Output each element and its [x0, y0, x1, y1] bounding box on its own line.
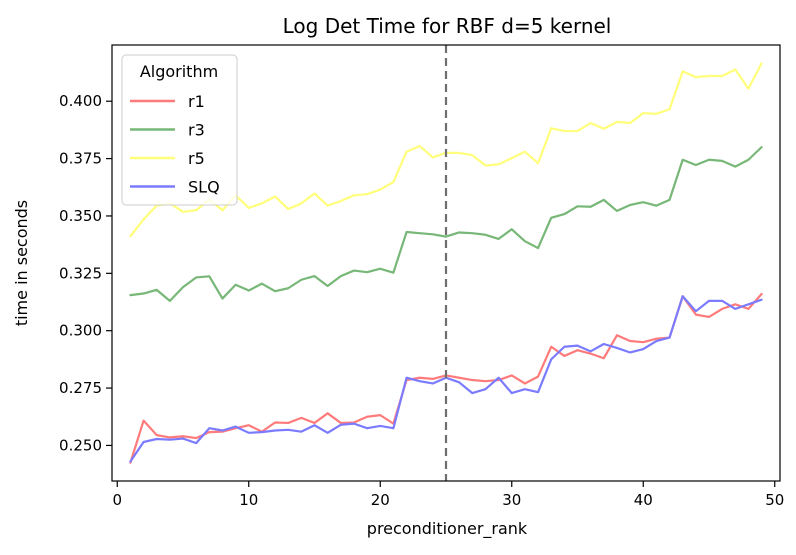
x-axis-label: preconditioner_rank [367, 519, 528, 539]
x-tick-label: 10 [239, 491, 258, 509]
y-tick-label: 0.250 [59, 436, 102, 454]
legend-label-r5: r5 [188, 149, 205, 168]
y-tick-label: 0.300 [59, 322, 102, 340]
legend-label-r1: r1 [188, 92, 205, 111]
plot-frame [111, 44, 781, 482]
y-tick-label: 0.375 [59, 150, 102, 168]
legend-label-slq: SLQ [188, 178, 220, 197]
y-axis-label: time in seconds [12, 200, 31, 326]
legend-title: Algorithm [140, 62, 218, 81]
legend-label-r3: r3 [188, 121, 205, 140]
y-axis-ticks: 0.250 0.275 0.300 0.325 0.350 0.375 0.400 [59, 92, 112, 454]
y-tick-label: 0.400 [59, 92, 102, 110]
x-tick-label: 30 [502, 491, 521, 509]
series-line-r3 [129, 146, 763, 302]
y-tick-label: 0.325 [59, 264, 102, 282]
x-tick-label: 50 [765, 491, 784, 509]
x-tick-label: 0 [112, 491, 122, 509]
x-tick-label: 40 [634, 491, 653, 509]
legend-box [121, 54, 238, 206]
y-tick-label: 0.350 [59, 207, 102, 225]
y-tick-label: 0.275 [59, 379, 102, 397]
legend-items: r1 r3 r5 SLQ [130, 92, 220, 197]
legend: Algorithm r1 r3 r5 SLQ [121, 54, 238, 206]
x-axis-ticks: 0 10 20 30 40 50 [112, 481, 784, 509]
chart-title: Log Det Time for RBF d=5 kernel [283, 14, 612, 38]
x-tick-label: 20 [371, 491, 390, 509]
